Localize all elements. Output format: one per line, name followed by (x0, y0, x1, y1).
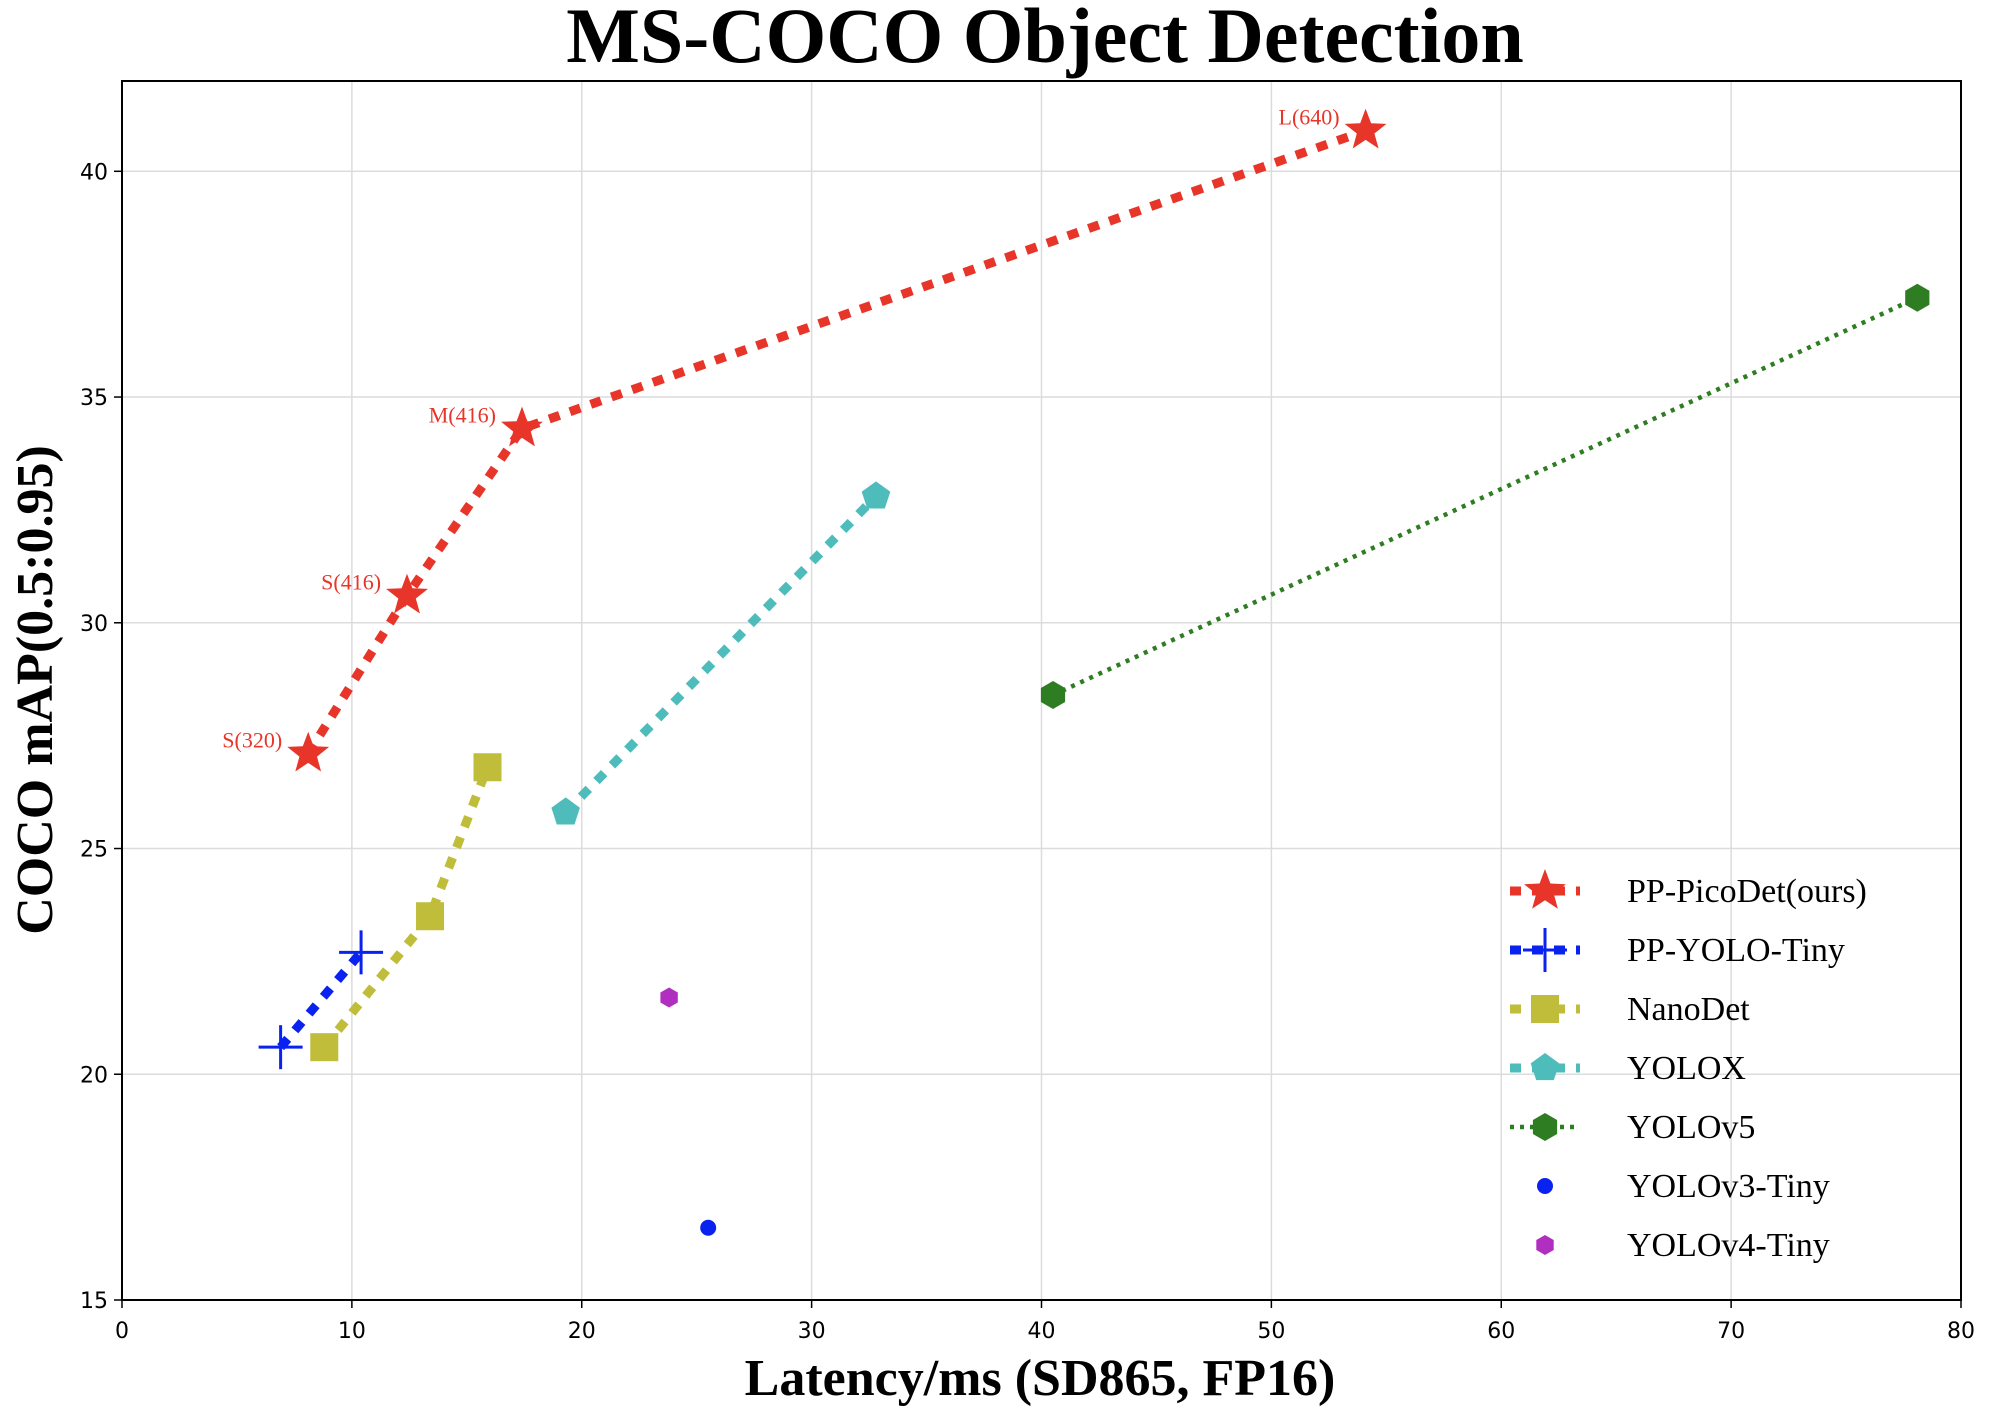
y-tick-label: 35 (80, 386, 108, 411)
x-tick-label: 0 (115, 1319, 129, 1344)
x-axis-label: Latency/ms (SD865, FP16) (745, 1350, 1336, 1407)
legend-label: YOLOv3-Tiny (1627, 1168, 1830, 1205)
square-marker (416, 902, 445, 931)
y-axis-label: COCO mAP(0.5:0.95) (7, 445, 64, 935)
pentagon-marker (1530, 1053, 1560, 1081)
plot-frame (121, 80, 1962, 1301)
circle-marker (1537, 1178, 1553, 1194)
series-yolox (551, 481, 891, 825)
legend-item: PP-PicoDet(ours) (1510, 869, 1867, 910)
x-tick-label: 10 (338, 1319, 366, 1344)
square-marker (473, 753, 502, 782)
y-tick-label: 25 (80, 838, 108, 863)
legend-item: NanoDet (1510, 991, 1750, 1028)
series-line (304, 126, 1368, 757)
y-tick-label: 40 (80, 160, 108, 185)
point-label: L(640) (1279, 105, 1340, 130)
star-marker (1344, 108, 1387, 149)
plus-marker (258, 1025, 303, 1070)
series-pp-picodet-ours-: S(320) S(416) M(416) L(640) (222, 105, 1387, 772)
star-marker (287, 731, 330, 772)
point-label: M(416) (429, 403, 496, 428)
square-marker (310, 1033, 339, 1062)
x-tick-label: 80 (1947, 1319, 1975, 1344)
legend-label: YOLOX (1627, 1050, 1746, 1087)
hexagon-marker (1532, 1113, 1558, 1141)
hexagon-marker (660, 987, 678, 1008)
series-line (320, 765, 492, 1050)
legend-item: YOLOv4-Tiny (1536, 1227, 1830, 1264)
legend-label: YOLOv5 (1627, 1109, 1755, 1146)
x-tick-label: 60 (1487, 1319, 1515, 1344)
hexagon-marker (1905, 283, 1930, 312)
x-tick-label: 70 (1717, 1319, 1745, 1344)
legend-item: YOLOv5 (1510, 1109, 1755, 1146)
x-tick-label: 40 (1028, 1319, 1056, 1344)
hexagon-marker (1536, 1235, 1554, 1255)
square-marker (1531, 995, 1559, 1023)
legend-item: PP-YOLO-Tiny (1510, 928, 1845, 972)
y-tick-label: 15 (80, 1289, 108, 1314)
star-marker (1524, 869, 1566, 909)
y-tick-label: 20 (80, 1063, 108, 1088)
series-yolov3-tiny (700, 1219, 717, 1236)
star-marker (386, 573, 428, 614)
series-pp-yolo-tiny (258, 930, 384, 1070)
legend-label: PP-PicoDet(ours) (1627, 873, 1867, 910)
series-nanodet (310, 753, 502, 1062)
legend-label: PP-YOLO-Tiny (1627, 932, 1845, 969)
y-tick-label: 30 (80, 612, 108, 637)
pentagon-marker (861, 481, 891, 509)
point-label: S(320) (222, 728, 282, 753)
axes: 0 10 20 30 40 50 60 70 80 15 20 25 30 35 40 (80, 80, 1975, 1344)
series-yolov5 (1040, 283, 1930, 709)
star-marker (501, 406, 543, 447)
hexagon-marker (1040, 681, 1066, 709)
series-layer: S(320) S(416) M(416) L(640) (222, 105, 1930, 1236)
plus-marker (339, 930, 384, 975)
x-tick-label: 50 (1257, 1319, 1285, 1344)
series-line (562, 493, 880, 816)
pentagon-marker (551, 797, 580, 825)
series-line (1052, 295, 1919, 698)
point-label: S(416) (321, 570, 381, 595)
legend-item: YOLOX (1510, 1050, 1746, 1087)
legend: PP-PicoDet(ours) PP-YOLO-Tiny NanoDet YOLOX… (1510, 869, 1867, 1264)
x-tick-label: 30 (798, 1319, 826, 1344)
circle-marker (700, 1219, 717, 1236)
legend-item: YOLOv3-Tiny (1537, 1168, 1830, 1205)
x-tick-label: 20 (568, 1319, 596, 1344)
series-yolov4-tiny (660, 987, 678, 1008)
legend-label: YOLOv4-Tiny (1627, 1227, 1830, 1264)
plus-marker (1523, 928, 1567, 972)
chart-title: MS-COCO Object Detection (566, 0, 1523, 79)
legend-label: NanoDet (1627, 991, 1750, 1028)
